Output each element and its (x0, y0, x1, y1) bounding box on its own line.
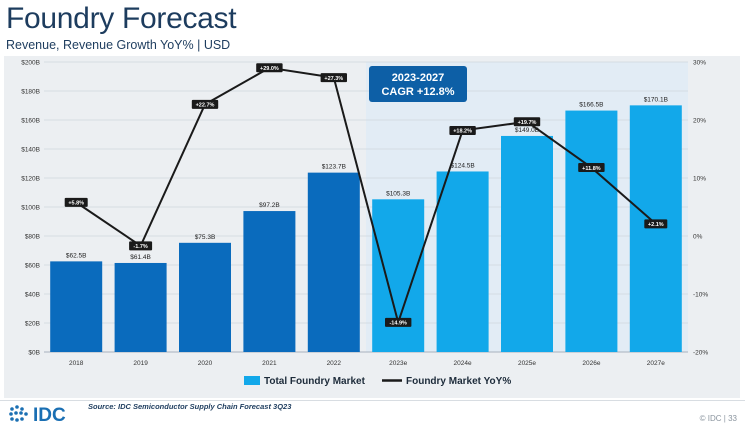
y-right-tick-label: -20% (693, 350, 708, 357)
y-left-tick-label: $180B (21, 89, 40, 96)
y-right-tick-label: 0% (693, 234, 703, 241)
x-tick-label: 2019 (133, 360, 148, 367)
page-number: 33 (728, 414, 737, 423)
y-right-tick-label: 30% (693, 60, 706, 67)
y-right-tick-label: 20% (693, 118, 706, 125)
yoy-point-marker (513, 117, 541, 127)
y-right-tick-label: -10% (693, 292, 708, 299)
yoy-point-marker (191, 99, 219, 109)
x-tick-label: 2018 (69, 360, 84, 367)
bar (436, 171, 489, 352)
bar-value-label: $170.1B (644, 96, 668, 103)
yoy-line (75, 66, 657, 326)
x-tick-label: 2023e (389, 360, 407, 367)
yoy-point-marker (256, 63, 283, 73)
cagr-callout-value: CAGR +12.8% (381, 86, 454, 98)
yoy-point-label: -14.9% (389, 321, 407, 327)
y-left-tick-label: $60B (25, 263, 40, 270)
x-tick-label: 2024e (454, 360, 472, 367)
legend-line-label: Foundry Market YoY% (406, 376, 511, 387)
bar (50, 261, 103, 352)
bar (307, 172, 360, 352)
yoy-point-label: +2.1% (648, 222, 664, 228)
yoy-point-label: +11.8% (582, 166, 601, 172)
bar (114, 262, 167, 352)
legend-bar-swatch (244, 376, 260, 385)
bar (629, 105, 682, 352)
yoy-point-label: +29.0% (260, 66, 279, 72)
page-title: Foundry Forecast (6, 2, 237, 35)
x-tick-label: 2021 (262, 360, 277, 367)
y-left-tick-label: $100B (21, 205, 40, 212)
bar (372, 199, 425, 352)
footer-separator: | (723, 414, 729, 423)
y-left-tick-label: $20B (25, 321, 40, 328)
footer-divider (0, 400, 745, 401)
yoy-point-marker (449, 125, 476, 135)
idc-logo: IDC (9, 405, 66, 425)
yoy-point-label: +22.7% (196, 103, 215, 109)
bar-value-label: $123.7B (322, 164, 346, 171)
page-footer: © IDC | 33 (700, 414, 737, 423)
bar-value-label: $62.5B (66, 252, 87, 259)
yoy-point-marker (644, 219, 668, 229)
bar-value-label: $61.4B (130, 254, 151, 261)
foundry-chart: $0B $20B $40B $60B $80B $100B $120B $140B $160B $… (21, 60, 708, 388)
yoy-point-marker (64, 197, 88, 207)
bar-value-label: $75.3B (195, 234, 216, 241)
source-note: Source: IDC Semiconductor Supply Chain F… (88, 402, 292, 411)
yoy-point-marker (129, 241, 153, 251)
bar-value-label: $149.0B (515, 127, 539, 134)
y-left-tick-label: $160B (21, 118, 40, 125)
svg-text:IDC: IDC (33, 405, 66, 425)
page-subtitle: Revenue, Revenue Growth YoY% | USD (6, 38, 231, 52)
yoy-point-label: -1.7% (133, 244, 147, 250)
yoy-point-label: +27.3% (324, 76, 343, 82)
y-left-tick-label: $200B (21, 60, 40, 67)
x-tick-label: 2025e (518, 360, 536, 367)
bar (501, 135, 553, 352)
y-left-tick-label: $80B (25, 234, 40, 241)
y-left-tick-label: $40B (25, 292, 40, 299)
bar (179, 242, 231, 352)
cagr-callout-period: 2023-2027 (392, 72, 445, 84)
x-tick-label: 2022 (327, 360, 342, 367)
y-right-tick-label: 10% (693, 176, 706, 183)
yoy-point-marker (385, 317, 412, 327)
bar (565, 110, 618, 352)
bar (243, 211, 296, 352)
bar-value-label: $105.3B (386, 190, 410, 197)
yoy-point-label: +19.7% (518, 120, 537, 126)
y-left-tick-label: $120B (21, 176, 40, 183)
y-left-tick-label: $0B (28, 350, 40, 357)
bar-value-label: $124.5B (450, 162, 474, 169)
yoy-point-marker (320, 73, 347, 83)
legend-bar-label: Total Foundry Market (264, 376, 366, 387)
yoy-point-label: +5.8% (68, 201, 84, 207)
y-left-tick-label: $140B (21, 147, 40, 154)
yoy-point-label: +18.2% (453, 129, 472, 135)
bar-value-label: $97.2B (259, 202, 280, 209)
x-tick-label: 2020 (198, 360, 213, 367)
bar-value-label: $166.5B (579, 102, 603, 109)
yoy-point-marker (578, 163, 605, 173)
logo-globe-icon (9, 405, 28, 422)
cagr-callout (369, 66, 467, 102)
footer-brand: © IDC (699, 414, 722, 423)
x-tick-label: 2026e (582, 360, 600, 367)
chart-panel: $0B $20B $40B $60B $80B $100B $120B $140B $160B $… (4, 56, 740, 398)
x-tick-label: 2027e (647, 360, 665, 367)
